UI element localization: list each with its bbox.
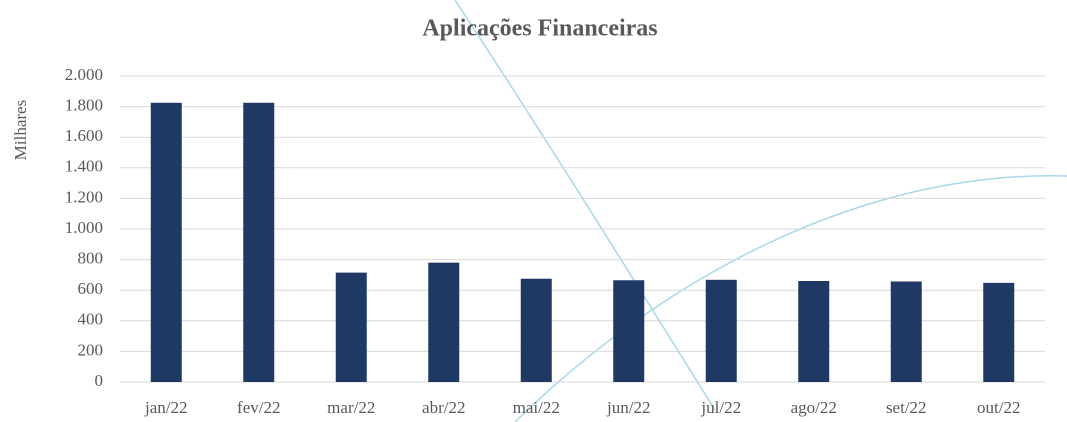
- y-tick-label: 2.000: [65, 65, 103, 84]
- x-tick-label: fev/22: [237, 398, 280, 417]
- y-tick-label: 1.000: [65, 218, 103, 237]
- x-tick-label: jan/22: [144, 398, 188, 417]
- y-tick-label: 1.800: [65, 96, 103, 115]
- x-tick-label: out/22: [977, 398, 1020, 417]
- x-tick-label: jun/22: [606, 398, 650, 417]
- y-tick-label: 200: [78, 340, 104, 359]
- bar: [705, 279, 737, 382]
- y-tick-label: 800: [78, 249, 104, 268]
- decor-curve: [514, 175, 1067, 422]
- x-tick-label: ago/22: [791, 398, 837, 417]
- y-tick-label: 1.200: [65, 187, 103, 206]
- y-tick-label: 400: [78, 310, 104, 329]
- y-tick-label: 1.400: [65, 157, 103, 176]
- decor-curve: [454, 0, 716, 411]
- bar: [983, 282, 1015, 382]
- bar: [150, 102, 182, 383]
- chart-title: Aplicações Financeiras: [422, 16, 657, 42]
- x-tick-label: set/22: [886, 398, 927, 417]
- x-tick-label: mai/22: [513, 398, 560, 417]
- bar: [243, 102, 275, 383]
- y-tick-label: 1.600: [65, 126, 103, 145]
- bar: [335, 272, 367, 382]
- x-tick-label: mar/22: [327, 398, 375, 417]
- bar: [520, 278, 552, 382]
- bar: [613, 280, 645, 382]
- bar: [798, 281, 830, 382]
- bar: [428, 262, 460, 382]
- y-axis-label: Milhares: [11, 100, 30, 160]
- x-tick-label: jul/22: [700, 398, 741, 417]
- y-tick-label: 600: [78, 279, 104, 298]
- bar: [890, 281, 922, 382]
- y-tick-label: 0: [95, 371, 104, 390]
- x-tick-label: abr/22: [422, 398, 465, 417]
